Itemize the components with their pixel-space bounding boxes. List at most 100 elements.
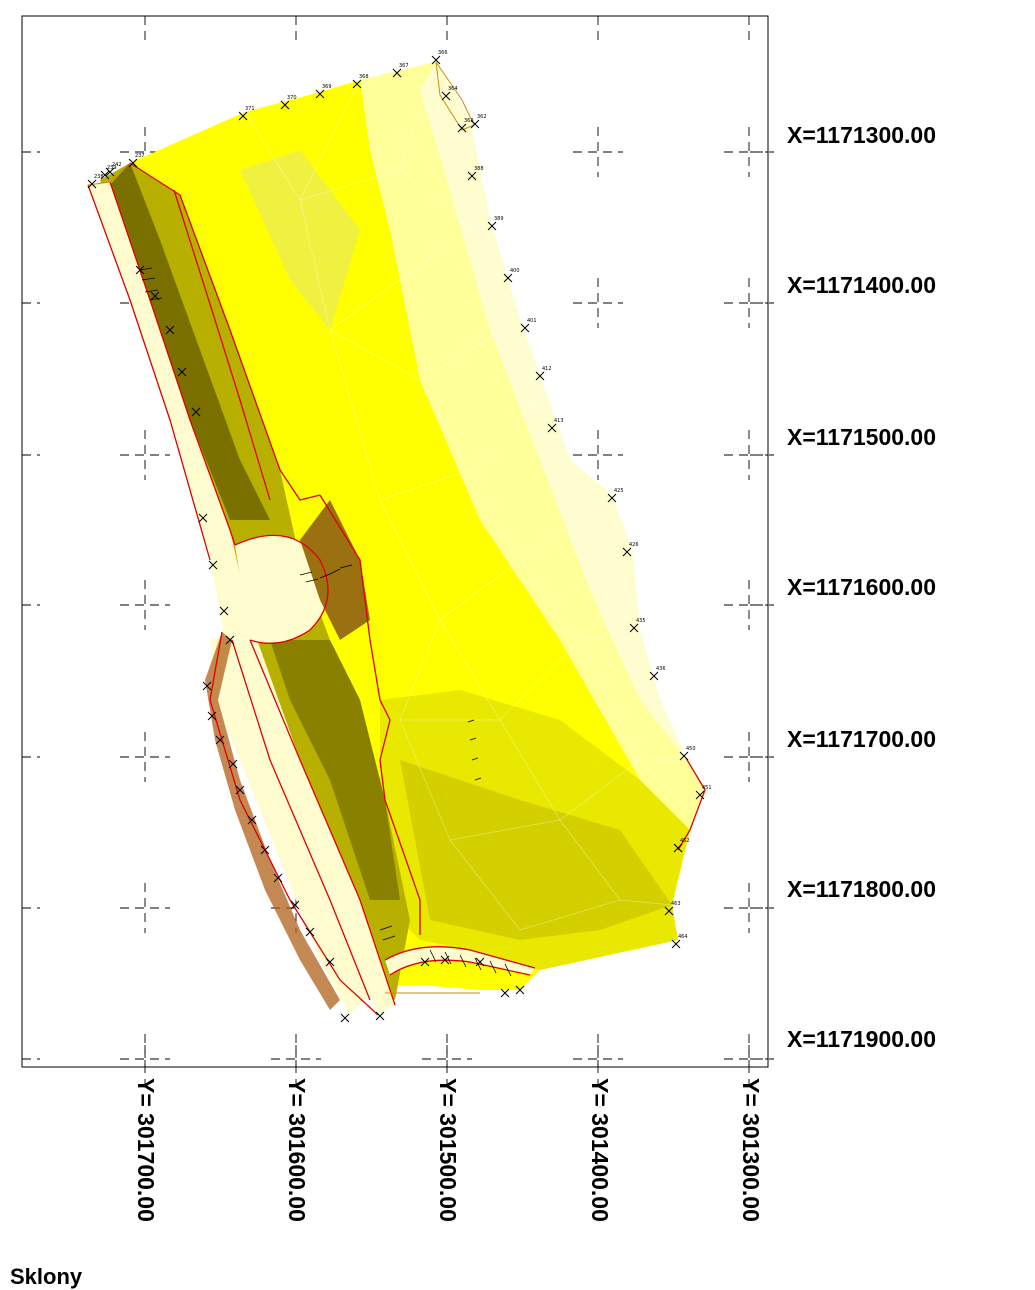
y-coord-label: Y= 301300.00 — [738, 1078, 764, 1222]
survey-point-marker — [503, 273, 513, 283]
survey-point-marker — [100, 170, 110, 180]
triangulation-mesh — [244, 61, 687, 931]
survey-point-marker — [520, 323, 530, 333]
x-coord-label: X=1171800.00 — [787, 876, 937, 902]
survey-point-marker — [547, 423, 557, 433]
survey-point-marker — [470, 119, 480, 129]
survey-point-marker — [305, 927, 315, 937]
map-frame — [21, 15, 769, 1068]
survey-point-marker — [375, 1011, 385, 1021]
survey-point-marker — [273, 873, 283, 883]
x-coord-label: X=1171700.00 — [787, 726, 937, 752]
survey-point-label: 452 — [680, 838, 690, 844]
survey-point-marker — [441, 91, 451, 101]
survey-point-label: 371 — [245, 106, 255, 112]
survey-point-marker — [457, 123, 467, 133]
x-coord-label: X=1171400.00 — [787, 272, 937, 298]
survey-point-label: 239 — [107, 165, 117, 171]
survey-point-label: 400 — [510, 268, 520, 274]
survey-point-marker — [535, 371, 545, 381]
road-corridor — [88, 182, 395, 1015]
survey-point-marker — [177, 367, 187, 377]
survey-point-marker — [280, 100, 290, 110]
survey-point-label: 425 — [614, 488, 624, 494]
survey-point-marker — [191, 407, 201, 417]
survey-point-marker — [207, 711, 217, 721]
survey-point-marker — [420, 957, 430, 967]
boundary-lines — [87, 162, 706, 1016]
survey-point-label: 364 — [448, 86, 458, 92]
x-coord-label: X=1171300.00 — [787, 122, 937, 148]
survey-point-label: 388 — [474, 166, 484, 172]
survey-point-marker — [290, 900, 300, 910]
survey-point-marker — [607, 493, 617, 503]
survey-point-label: 413 — [554, 418, 564, 424]
survey-point-marker — [622, 547, 632, 557]
embankment-edge — [205, 632, 340, 1010]
lower-west-dark — [270, 640, 400, 900]
eastern-slope-pale — [420, 62, 686, 758]
y-coord-label: Y= 301600.00 — [284, 1078, 310, 1222]
survey-point-label: 389 — [494, 216, 504, 222]
survey-point-label: 363 — [464, 118, 474, 124]
survey-point-label: 412 — [542, 366, 552, 372]
survey-point-label: 237 — [135, 153, 145, 159]
survey-point-marker — [219, 606, 229, 616]
interchange-loop — [235, 535, 328, 644]
survey-point-marker — [215, 735, 225, 745]
survey-point-marker — [440, 955, 450, 965]
survey-point-marker — [135, 265, 145, 275]
survey-point-marker — [198, 513, 208, 523]
survey-point-marker — [87, 179, 97, 189]
survey-point-label: 463 — [671, 901, 681, 907]
x-coord-label: X=1171600.00 — [787, 574, 937, 600]
survey-point-label: 366 — [438, 50, 448, 56]
survey-point-marker — [247, 815, 257, 825]
survey-point-marker — [208, 560, 218, 570]
survey-point-marker — [679, 751, 689, 761]
survey-point-marker — [228, 759, 238, 769]
survey-point-marker — [671, 939, 681, 949]
upper-facet — [240, 150, 360, 330]
survey-point-marker — [105, 167, 115, 177]
survey-point-marker — [629, 623, 639, 633]
legend-title: Sklony — [10, 1264, 83, 1289]
survey-point-marker — [225, 635, 235, 645]
survey-point-marker — [431, 55, 441, 65]
survey-point-label: 450 — [686, 746, 696, 752]
y-coord-label: Y= 301700.00 — [133, 1078, 159, 1222]
survey-point-marker — [260, 845, 270, 855]
survey-point-marker — [238, 111, 248, 121]
survey-point-marker — [325, 957, 335, 967]
survey-point-label: 368 — [359, 74, 369, 80]
survey-point-marker — [515, 985, 525, 995]
survey-point-marker — [340, 1013, 350, 1023]
terrain-surface — [87, 61, 706, 1016]
survey-point-label: 464 — [678, 934, 688, 940]
survey-point-marker — [673, 843, 683, 853]
survey-point-marker — [150, 291, 160, 301]
survey-point-marker — [500, 988, 510, 998]
survey-point-marker — [235, 785, 245, 795]
survey-point-marker — [392, 68, 402, 78]
survey-outline — [87, 61, 480, 994]
y-coord-label: Y= 301500.00 — [435, 1078, 461, 1222]
survey-point-marker — [315, 89, 325, 99]
survey-point-label: 401 — [527, 318, 537, 324]
survey-point-label: 238 — [94, 174, 104, 180]
survey-point-label: 426 — [629, 542, 639, 548]
survey-point-marker — [487, 221, 497, 231]
x-coord-label: X=1171900.00 — [787, 1026, 937, 1052]
interchange-ramp-dark — [300, 500, 370, 640]
survey-point-label: 451 — [702, 785, 712, 791]
survey-point-label: 362 — [477, 114, 487, 120]
survey-point-marker — [467, 171, 477, 181]
lower-road-platform — [210, 630, 375, 1015]
y-coord-label: Y= 301400.00 — [587, 1078, 613, 1222]
survey-point-marker — [352, 79, 362, 89]
survey-point-label: 369 — [322, 84, 332, 90]
survey-point-label: 242 — [112, 162, 122, 168]
x-coord-label: X=1171500.00 — [787, 424, 937, 450]
